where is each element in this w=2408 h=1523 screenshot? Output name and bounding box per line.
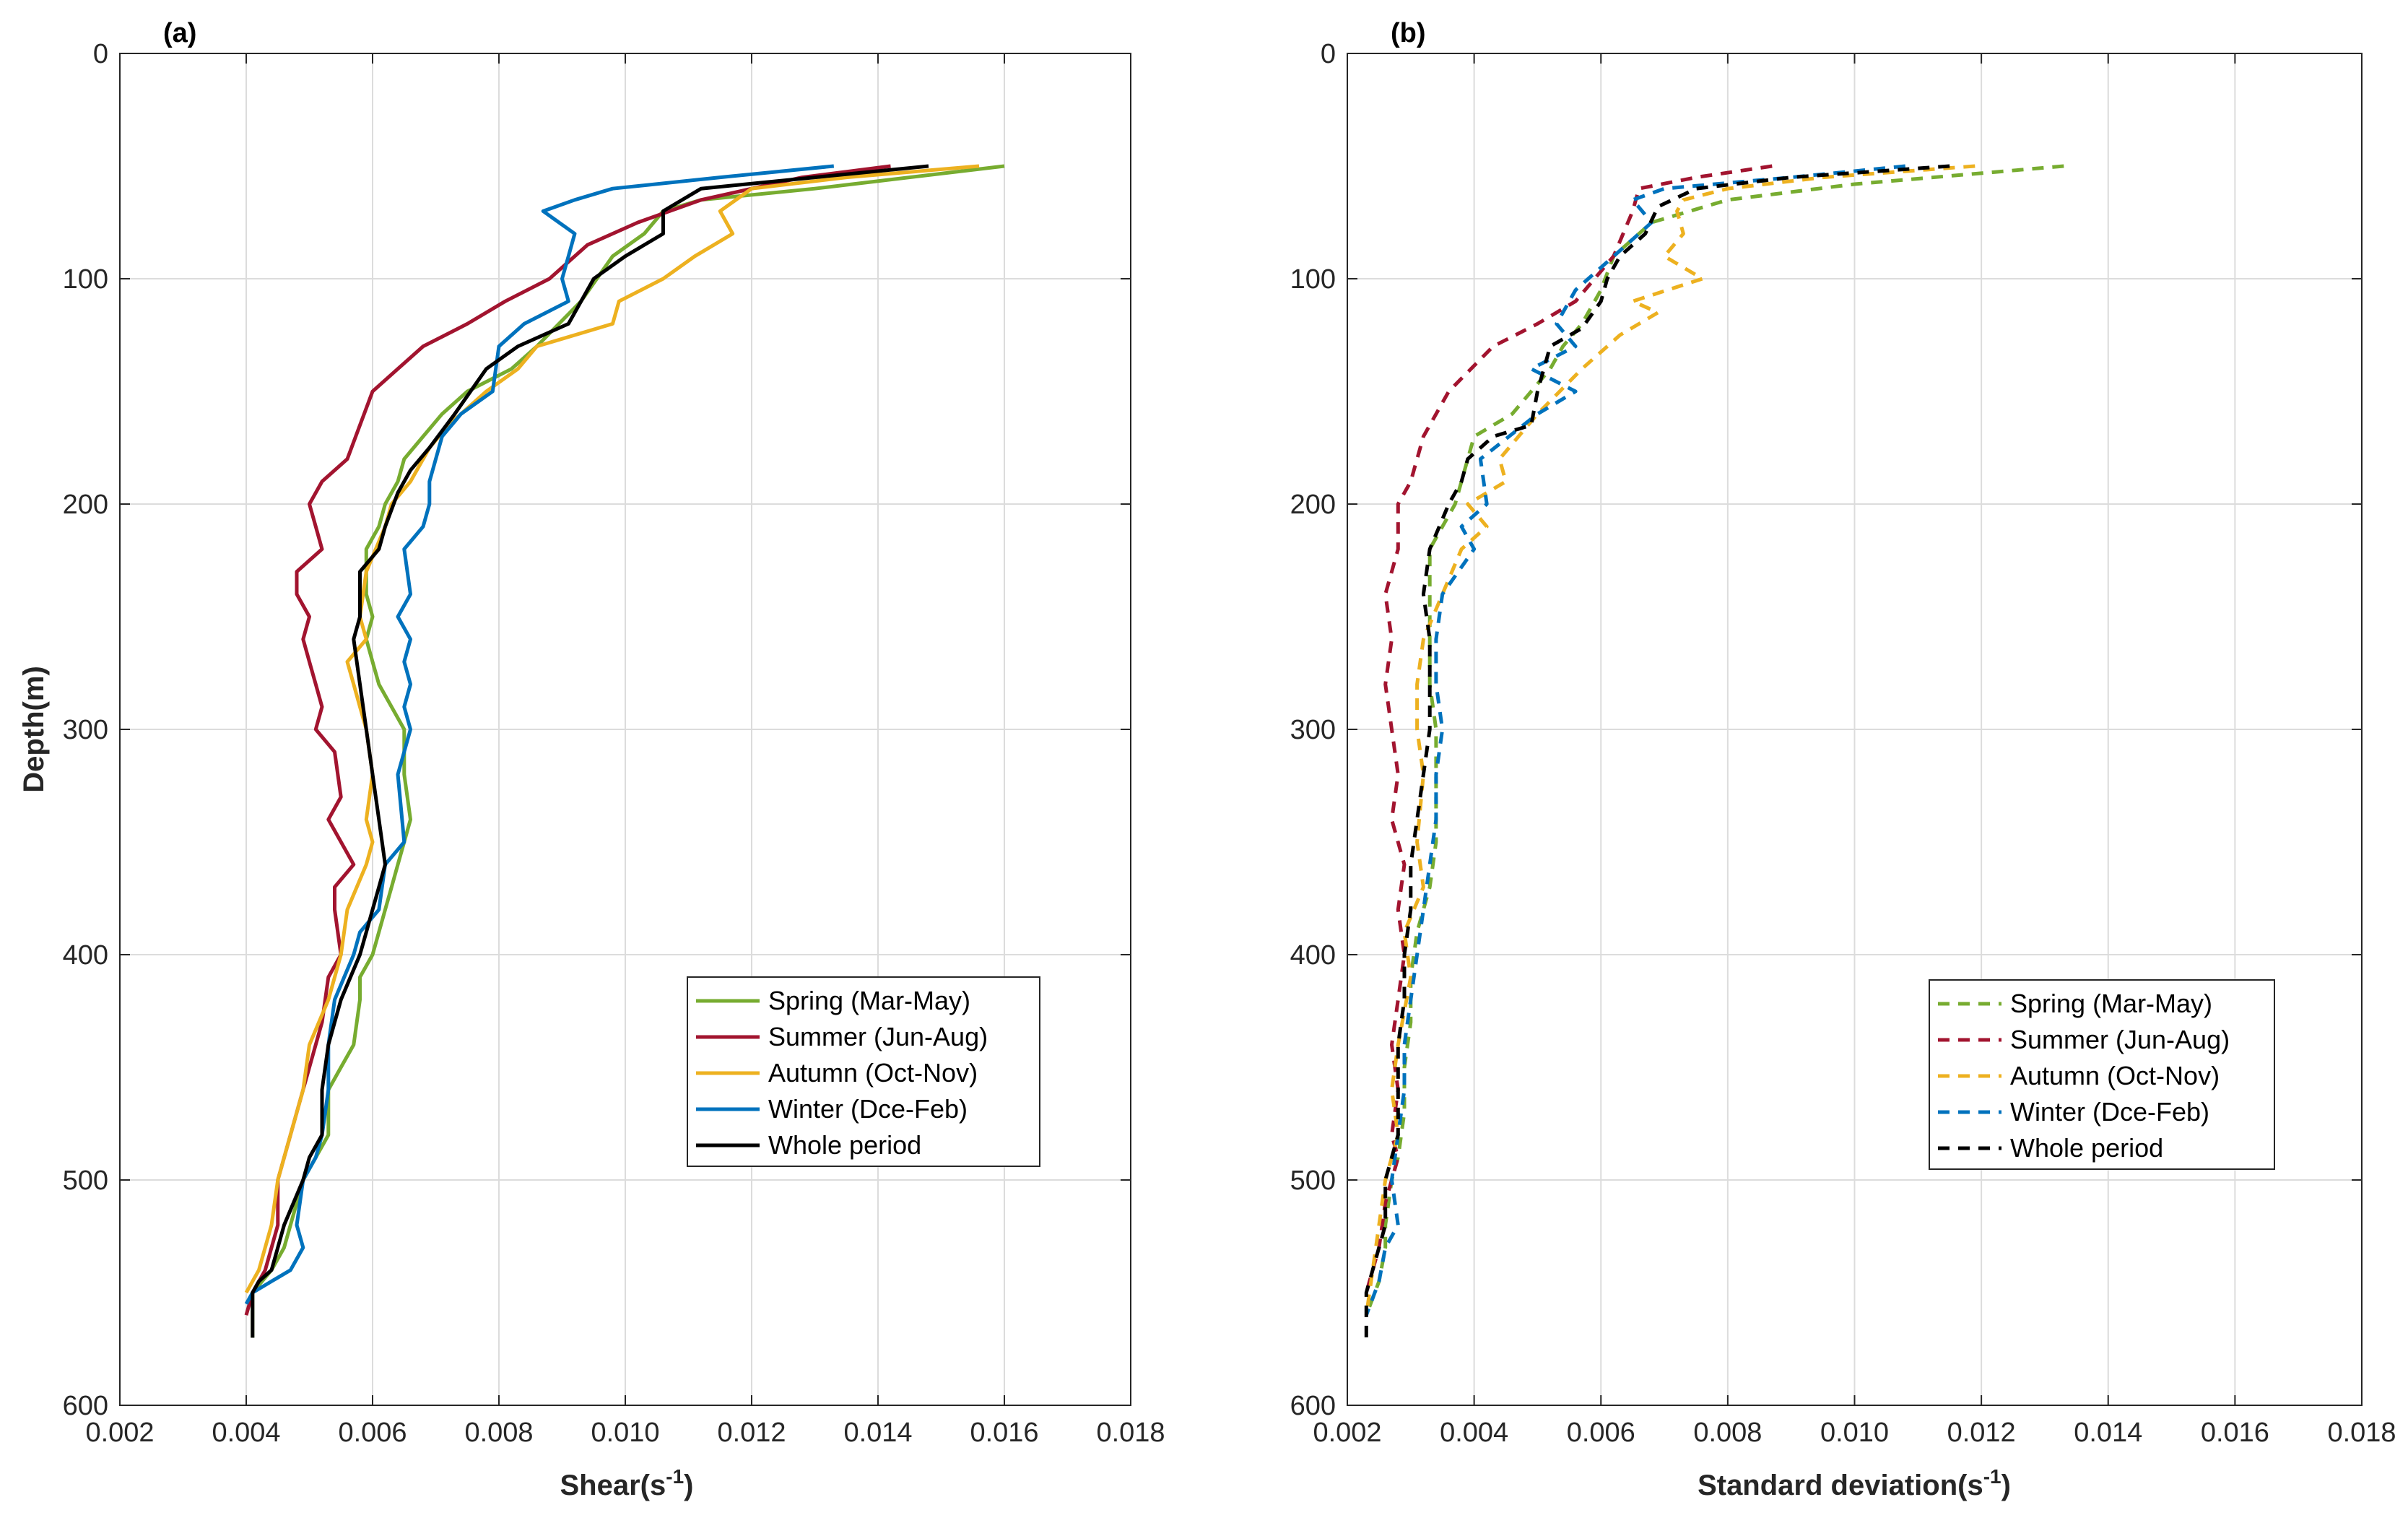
legend-b: Spring (Mar-May) Summer (Jun-Aug) Autumn (… [1929, 979, 2275, 1170]
series-line-b-winter [1364, 164, 1906, 1316]
x-tick-label-a: 0.008 [464, 1418, 533, 1448]
panel-label-a: (a) [163, 18, 196, 48]
x-tick-label-a: 0.002 [85, 1418, 154, 1448]
legend-label-b: Winter (Dce-Feb) [2010, 1097, 2209, 1127]
legend-label-a: Spring (Mar-May) [768, 986, 970, 1015]
series-a [244, 164, 1005, 1338]
legend-label-b: Whole period [2010, 1133, 2163, 1163]
x-tick-label-b: 0.006 [1567, 1418, 1635, 1448]
panel-label-b: (b) [1391, 18, 1426, 48]
series-line-a-whole [251, 164, 929, 1338]
x-tick-label-b: 0.014 [2074, 1418, 2142, 1448]
y-axis-label-a: Depth(m) [18, 666, 50, 793]
x-tick-label-a: 0.016 [970, 1418, 1038, 1448]
ticks-a: 0.002 0.004 0.006 0.008 0.010 0.012 0.014 0.016… [63, 39, 1165, 1448]
x-axis-label-a: Shear(s-1) [560, 1465, 694, 1501]
legend-label-b: Spring (Mar-May) [2010, 989, 2212, 1018]
y-tick-label-b: 400 [1290, 940, 1336, 971]
y-tick-label-b: 100 [1290, 264, 1336, 295]
y-tick-label-a: 600 [63, 1391, 108, 1421]
x-tick-label-a: 0.014 [843, 1418, 912, 1448]
x-tick-label-b: 0.002 [1313, 1418, 1381, 1448]
legend-label-a: Autumn (Oct-Nov) [768, 1058, 978, 1088]
grid-b [1347, 53, 2362, 1405]
legend-label-b: Autumn (Oct-Nov) [2010, 1061, 2220, 1090]
x-tick-label-a: 0.004 [212, 1418, 280, 1448]
y-tick-label-b: 200 [1290, 490, 1336, 520]
ticks-b: 0.002 0.004 0.006 0.008 0.010 0.012 0.014 0.016… [1290, 39, 2396, 1448]
x-tick-label-a: 0.006 [338, 1418, 407, 1448]
x-tick-label-b: 0.018 [2327, 1418, 2396, 1448]
series-line-b-autumn [1364, 164, 1975, 1316]
series-line-a-summer [244, 164, 891, 1316]
y-tick-label-a: 400 [63, 940, 108, 971]
series-line-b-spring [1364, 164, 2064, 1316]
series-b [1364, 164, 2064, 1338]
panel-a: 0.002 0.004 0.006 0.008 0.010 0.012 0.014 0.016… [18, 18, 1165, 1501]
legend-label-a: Summer (Jun-Aug) [768, 1022, 988, 1051]
series-line-a-winter [244, 164, 835, 1305]
y-tick-label-a: 200 [63, 490, 108, 520]
legend-label-a: Whole period [768, 1130, 921, 1160]
y-tick-label-a: 0 [93, 39, 108, 69]
x-axis-label-b: Standard deviation(s-1) [1698, 1465, 2011, 1501]
x-tick-label-a: 0.010 [591, 1418, 659, 1448]
y-tick-label-a: 300 [63, 715, 108, 745]
legend-label-a: Winter (Dce-Feb) [768, 1094, 968, 1124]
series-line-b-whole [1364, 164, 1950, 1338]
x-tick-label-a: 0.018 [1096, 1418, 1165, 1448]
grid-a [120, 53, 1131, 1405]
x-tick-label-b: 0.016 [2201, 1418, 2269, 1448]
x-tick-label-b: 0.004 [1440, 1418, 1508, 1448]
x-tick-label-a: 0.012 [717, 1418, 786, 1448]
y-tick-label-a: 100 [63, 264, 108, 295]
y-tick-label-a: 500 [63, 1166, 108, 1196]
y-tick-label-b: 600 [1290, 1391, 1336, 1421]
y-tick-label-b: 500 [1290, 1166, 1336, 1196]
x-tick-label-b: 0.008 [1693, 1418, 1762, 1448]
series-line-b-summer [1364, 164, 1773, 1293]
legend-label-b: Summer (Jun-Aug) [2010, 1025, 2230, 1054]
series-line-a-autumn [244, 164, 980, 1294]
y-tick-label-b: 300 [1290, 715, 1336, 745]
x-tick-label-b: 0.010 [1820, 1418, 1889, 1448]
legend-a: Spring (Mar-May) Summer (Jun-Aug) Autumn (… [687, 976, 1040, 1167]
panel-b: 0.002 0.004 0.006 0.008 0.010 0.012 0.014 0.016… [1290, 18, 2396, 1501]
y-tick-label-b: 0 [1321, 39, 1336, 69]
x-tick-label-b: 0.012 [1947, 1418, 2016, 1448]
